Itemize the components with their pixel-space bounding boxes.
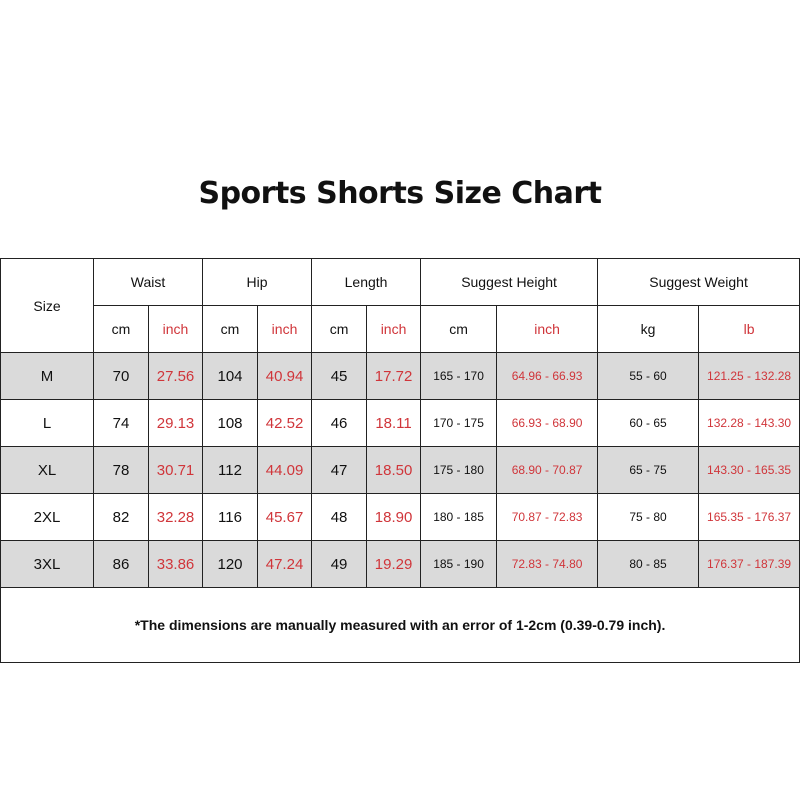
cell-length-cm: 49	[311, 540, 368, 588]
cell-height-inch: 72.83 - 74.80	[496, 540, 599, 588]
cell-weight-lb: 132.28 - 143.30	[698, 399, 800, 447]
note-row: *The dimensions are manually measured wi…	[0, 587, 800, 663]
cell-weight-lb: 143.30 - 165.35	[698, 446, 800, 494]
unit-inch: inch	[257, 305, 313, 353]
cell-height-cm: 170 - 175	[420, 399, 498, 447]
cell-hip-inch: 40.94	[257, 352, 313, 400]
header-height: Suggest Height	[420, 258, 599, 306]
unit-inch: inch	[147, 305, 204, 353]
unit-inch: inch	[366, 305, 422, 353]
cell-hip-cm: 112	[202, 446, 259, 494]
table-row: 2XL 82 32.28 116 45.67 48 18.90 180 - 185 70.87 …	[0, 493, 800, 541]
cell-size: 2XL	[0, 493, 94, 541]
header-size: Size	[0, 258, 94, 353]
cell-hip-inch: 47.24	[257, 540, 313, 588]
cell-length-inch: 19.29	[366, 540, 422, 588]
cell-length-inch: 18.50	[366, 446, 422, 494]
cell-waist-cm: 86	[93, 540, 149, 588]
header-row-groups: Size Waist Hip Length Suggest Height Sug…	[0, 258, 800, 353]
table-row: L 74 29.13 108 42.52 46 18.11 170 - 175 66.93 - …	[0, 399, 800, 447]
cell-length-inch: 18.11	[366, 399, 422, 447]
footnote: *The dimensions are manually measured wi…	[0, 587, 800, 663]
table-row: XL 78 30.71 112 44.09 47 18.50 175 - 180 68.90 -…	[0, 446, 800, 494]
table-row: 3XL 86 33.86 120 47.24 49 19.29 185 - 190 72.83 …	[0, 540, 800, 588]
cell-waist-inch: 30.71	[147, 446, 204, 494]
cell-hip-inch: 44.09	[257, 446, 313, 494]
unit-cm: cm	[420, 305, 498, 353]
cell-length-cm: 46	[311, 399, 368, 447]
cell-height-inch: 64.96 - 66.93	[496, 352, 599, 400]
header-length: Length	[311, 258, 422, 306]
cell-waist-cm: 78	[93, 446, 149, 494]
cell-height-cm: 165 - 170	[420, 352, 498, 400]
cell-weight-kg: 80 - 85	[597, 540, 700, 588]
chart-title: Sports Shorts Size Chart	[198, 176, 602, 211]
unit-inch: inch	[496, 305, 599, 353]
cell-waist-inch: 29.13	[147, 399, 204, 447]
unit-kg: kg	[597, 305, 700, 353]
unit-cm: cm	[202, 305, 259, 353]
cell-weight-lb: 165.35 - 176.37	[698, 493, 800, 541]
cell-weight-kg: 75 - 80	[597, 493, 700, 541]
unit-cm: cm	[93, 305, 149, 353]
cell-size: M	[0, 352, 94, 400]
cell-size: 3XL	[0, 540, 94, 588]
cell-hip-inch: 45.67	[257, 493, 313, 541]
cell-height-inch: 66.93 - 68.90	[496, 399, 599, 447]
cell-length-cm: 48	[311, 493, 368, 541]
cell-weight-kg: 60 - 65	[597, 399, 700, 447]
cell-weight-kg: 65 - 75	[597, 446, 700, 494]
cell-waist-cm: 82	[93, 493, 149, 541]
cell-waist-inch: 27.56	[147, 352, 204, 400]
unit-lb: lb	[698, 305, 800, 353]
cell-size: XL	[0, 446, 94, 494]
cell-waist-inch: 33.86	[147, 540, 204, 588]
cell-length-cm: 47	[311, 446, 368, 494]
header-weight: Suggest Weight	[597, 258, 800, 306]
cell-hip-cm: 108	[202, 399, 259, 447]
cell-hip-cm: 104	[202, 352, 259, 400]
cell-waist-cm: 74	[93, 399, 149, 447]
cell-length-inch: 17.72	[366, 352, 422, 400]
cell-weight-kg: 55 - 60	[597, 352, 700, 400]
header-hip: Hip	[202, 258, 313, 306]
header-row-units: cm inch cm inch cm inch cm inch kg lb	[1, 305, 800, 353]
cell-height-cm: 180 - 185	[420, 493, 498, 541]
cell-weight-lb: 121.25 - 132.28	[698, 352, 800, 400]
cell-height-cm: 185 - 190	[420, 540, 498, 588]
cell-length-cm: 45	[311, 352, 368, 400]
cell-hip-inch: 42.52	[257, 399, 313, 447]
table-row: M 70 27.56 104 40.94 45 17.72 165 - 170 64.96 - …	[0, 352, 800, 400]
cell-height-inch: 68.90 - 70.87	[496, 446, 599, 494]
cell-waist-inch: 32.28	[147, 493, 204, 541]
size-table: Size Waist Hip Length Suggest Height Sug…	[0, 258, 800, 663]
unit-cm: cm	[311, 305, 368, 353]
cell-hip-cm: 116	[202, 493, 259, 541]
cell-size: L	[0, 399, 94, 447]
header-waist: Waist	[92, 258, 204, 306]
cell-height-cm: 175 - 180	[420, 446, 498, 494]
cell-waist-cm: 70	[93, 352, 149, 400]
cell-weight-lb: 176.37 - 187.39	[698, 540, 800, 588]
cell-height-inch: 70.87 - 72.83	[496, 493, 599, 541]
cell-length-inch: 18.90	[366, 493, 422, 541]
cell-hip-cm: 120	[202, 540, 259, 588]
